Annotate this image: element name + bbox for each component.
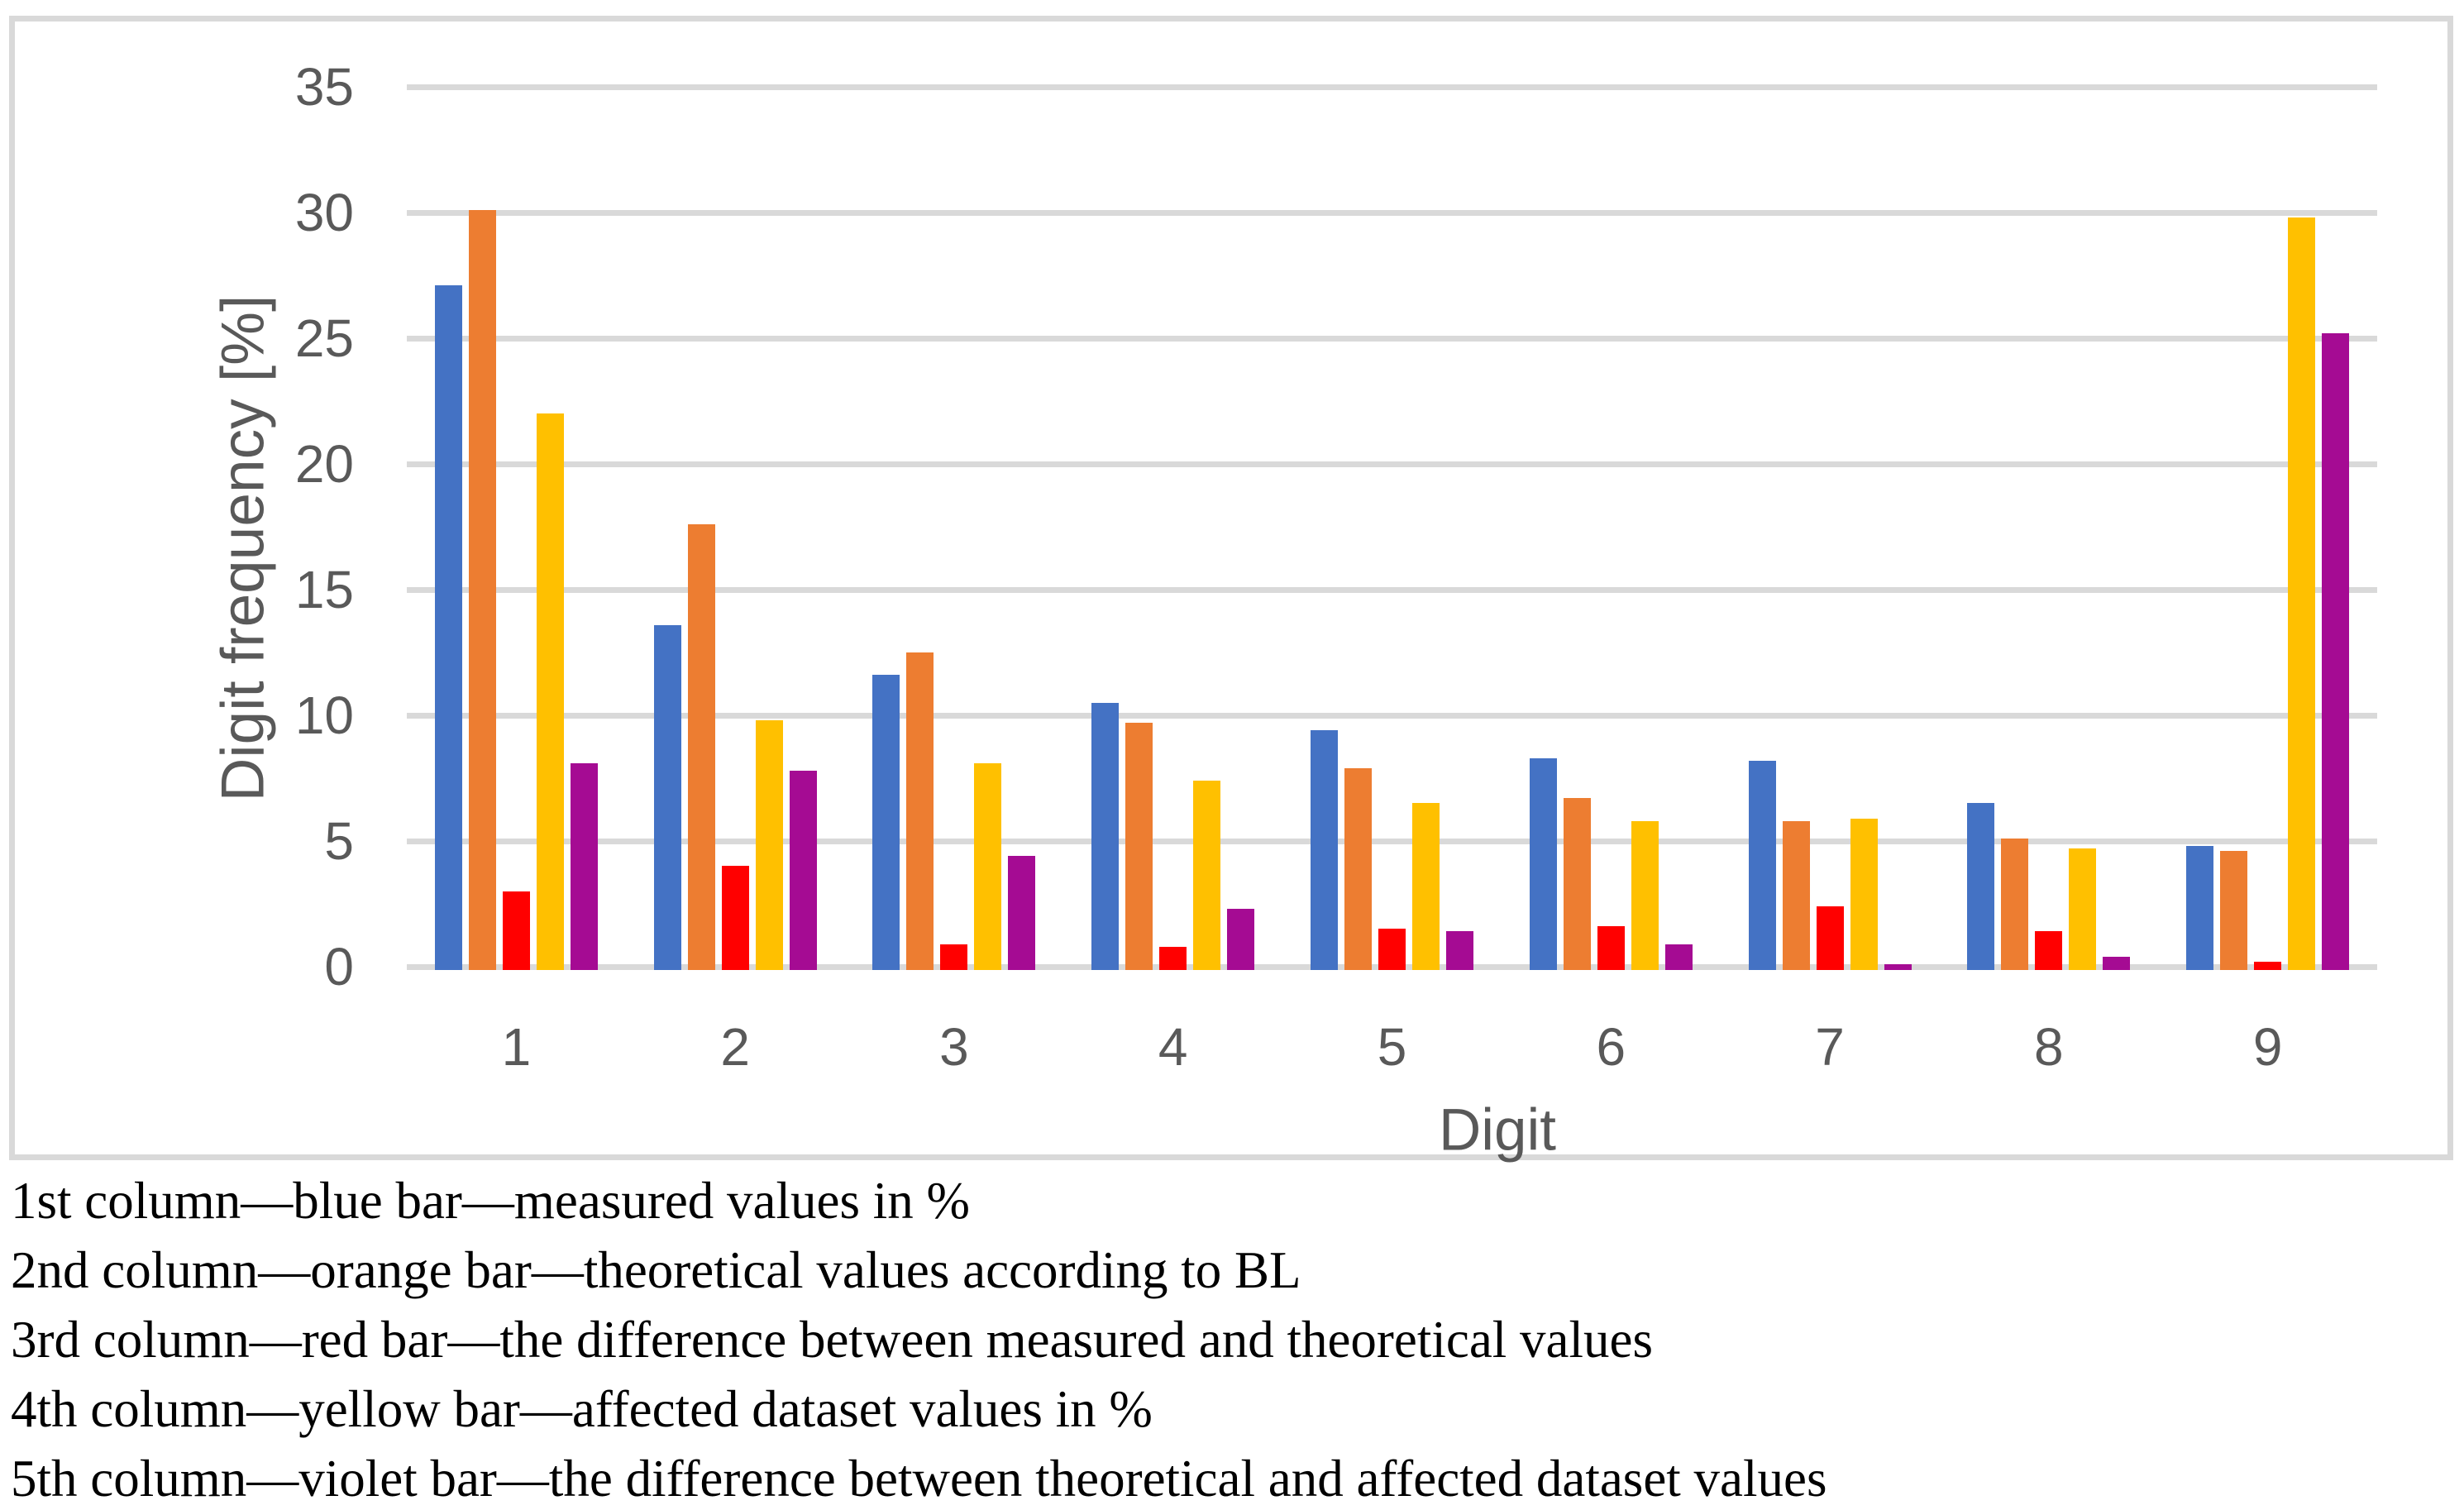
bar-digit9-series3 xyxy=(2254,961,2282,970)
bar-digit5-series5 xyxy=(1446,931,1473,970)
x-tick-label-6: 6 xyxy=(1596,1017,1626,1077)
bar-digit3-series4 xyxy=(974,762,1002,970)
bar-digit2-series5 xyxy=(789,770,817,970)
bar-digit6-series2 xyxy=(1563,798,1591,970)
bar-digit9-series2 xyxy=(2220,851,2248,970)
bar-digit2-series1 xyxy=(653,624,681,970)
bar-digit2-series4 xyxy=(755,720,783,970)
bar-digit5-series4 xyxy=(1412,803,1440,970)
gridline-y-25 xyxy=(407,335,2377,342)
bar-digit4-series1 xyxy=(1091,702,1120,970)
bar-digit4-series2 xyxy=(1125,723,1153,970)
bar-digit8-series5 xyxy=(2103,956,2131,970)
bar-digit7-series2 xyxy=(1782,820,1810,970)
x-tick-label-2: 2 xyxy=(720,1017,750,1077)
y-tick-label-10: 10 xyxy=(294,686,354,745)
caption-line-2: 2nd column—orange bar—theoretical values… xyxy=(11,1241,1301,1299)
caption-line-3: 3rd column—red bar—the difference betwee… xyxy=(11,1311,1653,1369)
x-axis-title: Digit xyxy=(1438,1097,1557,1164)
y-tick-label-35: 35 xyxy=(294,57,354,117)
caption-line-1: 1st column—blue bar—measured values in % xyxy=(11,1172,970,1230)
x-tick-label-8: 8 xyxy=(2034,1017,2064,1077)
bar-digit5-series2 xyxy=(1344,767,1372,970)
gridline-y-5 xyxy=(407,838,2377,844)
gridline-y-15 xyxy=(407,586,2377,593)
x-tick-label-5: 5 xyxy=(1377,1017,1407,1077)
bar-digit5-series1 xyxy=(1311,730,1338,970)
bar-digit4-series4 xyxy=(1193,781,1221,970)
bar-digit1-series2 xyxy=(468,209,496,970)
bar-digit9-series4 xyxy=(2288,217,2316,970)
x-tick-label-1: 1 xyxy=(501,1017,532,1077)
x-tick-label-9: 9 xyxy=(2252,1017,2283,1077)
bar-digit4-series3 xyxy=(1159,946,1187,970)
x-tick-label-7: 7 xyxy=(1815,1017,1845,1077)
bar-digit2-series2 xyxy=(687,523,715,970)
bar-digit3-series5 xyxy=(1008,856,1036,970)
bar-digit7-series1 xyxy=(1748,760,1776,970)
y-tick-label-20: 20 xyxy=(294,434,354,494)
bar-digit4-series5 xyxy=(1227,909,1255,970)
bar-digit8-series2 xyxy=(2001,838,2029,970)
bar-digit1-series5 xyxy=(570,762,598,970)
gridline-y-35 xyxy=(407,84,2377,90)
bar-digit7-series3 xyxy=(1816,906,1844,970)
caption-line-4: 4th column—yellow bar—affected dataset v… xyxy=(11,1380,1153,1438)
y-tick-label-25: 25 xyxy=(294,308,354,368)
bar-digit7-series4 xyxy=(1850,818,1878,970)
caption-line-5: 5th column—violet bar—the difference bet… xyxy=(11,1450,1827,1508)
plot-area xyxy=(407,84,2377,970)
gridline-y-10 xyxy=(407,712,2377,719)
bar-digit9-series1 xyxy=(2186,846,2214,970)
y-tick-label-15: 15 xyxy=(294,560,354,619)
bar-digit5-series3 xyxy=(1378,929,1406,970)
bar-digit6-series4 xyxy=(1631,820,1659,970)
caption-block: 1st column—blue bar—measured values in %… xyxy=(11,1166,1827,1510)
y-tick-label-30: 30 xyxy=(294,183,354,242)
bar-digit3-series2 xyxy=(906,652,934,970)
gridline-y-20 xyxy=(407,461,2377,467)
bar-digit1-series4 xyxy=(536,413,564,970)
y-tick-label-5: 5 xyxy=(324,811,354,871)
bar-digit7-series5 xyxy=(1884,963,1912,970)
bar-digit1-series3 xyxy=(502,891,530,970)
gridline-y-30 xyxy=(407,209,2377,216)
x-tick-label-4: 4 xyxy=(1158,1017,1188,1077)
bar-digit8-series1 xyxy=(1967,803,1995,970)
bar-digit6-series5 xyxy=(1664,944,1693,970)
y-tick-label-0: 0 xyxy=(324,937,354,996)
bar-digit3-series1 xyxy=(872,675,900,970)
bar-digit6-series3 xyxy=(1597,926,1625,970)
bar-digit9-series5 xyxy=(2322,332,2350,970)
bar-digit8-series3 xyxy=(2035,931,2063,970)
bar-digit1-series1 xyxy=(434,285,462,970)
bar-digit2-series3 xyxy=(721,866,749,970)
bar-digit3-series3 xyxy=(940,944,968,970)
bar-digit8-series4 xyxy=(2069,848,2097,970)
x-tick-label-3: 3 xyxy=(939,1017,969,1077)
bar-digit6-series1 xyxy=(1529,757,1557,970)
